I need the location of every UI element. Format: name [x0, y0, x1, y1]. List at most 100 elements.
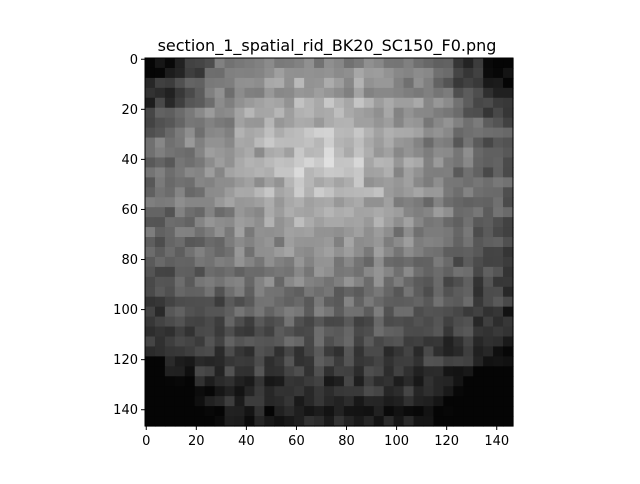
heatmap-cell — [413, 197, 425, 208]
heatmap-cell — [264, 326, 275, 338]
heatmap-cell — [234, 306, 246, 318]
heatmap-cell — [413, 326, 425, 338]
heatmap-cell — [284, 217, 295, 228]
heatmap-cell — [174, 197, 186, 208]
heatmap-cell — [443, 346, 454, 357]
heatmap-cell — [373, 107, 385, 119]
heatmap-cell — [214, 167, 226, 178]
heatmap-cell — [304, 246, 315, 258]
heatmap-cell — [184, 207, 196, 218]
heatmap-cell — [493, 276, 504, 288]
heatmap-cell — [383, 187, 395, 198]
heatmap-cell — [403, 246, 415, 258]
heatmap-cell — [343, 316, 355, 328]
heatmap-cell — [274, 117, 285, 129]
heatmap-cell — [204, 77, 216, 89]
heatmap-cell — [403, 207, 415, 218]
heatmap-cell — [333, 406, 345, 417]
heatmap-cell — [353, 117, 365, 129]
heatmap-cell — [174, 276, 186, 288]
heatmap-cell — [343, 306, 355, 318]
heatmap-cell — [473, 157, 484, 169]
heatmap-cell — [254, 237, 265, 248]
heatmap-cell — [493, 386, 504, 397]
heatmap-cell — [393, 137, 405, 149]
heatmap-cell — [264, 246, 275, 258]
heatmap-cell — [145, 97, 156, 109]
heatmap-cell — [294, 67, 305, 79]
heatmap-cell — [304, 256, 315, 268]
heatmap-cell — [224, 207, 236, 218]
heatmap-cell — [314, 157, 325, 169]
heatmap-cell — [443, 276, 454, 288]
heatmap-cell — [493, 167, 504, 178]
heatmap-cell — [174, 266, 186, 278]
heatmap-cell — [324, 177, 335, 188]
heatmap-cell — [224, 366, 236, 377]
heatmap-cell — [184, 286, 196, 298]
heatmap-cell — [164, 147, 176, 159]
heatmap-cell — [393, 97, 405, 109]
x-tick-label: 40 — [238, 434, 255, 449]
heatmap-cell — [503, 227, 514, 238]
heatmap-cell — [174, 58, 186, 69]
heatmap-cell — [483, 376, 494, 387]
heatmap-cell — [145, 157, 156, 169]
heatmap-cell — [373, 336, 385, 348]
heatmap-cell — [423, 167, 435, 178]
heatmap-cell — [413, 366, 425, 377]
heatmap-cell — [274, 256, 285, 268]
heatmap-cell — [393, 187, 405, 198]
heatmap-cell — [393, 326, 405, 338]
heatmap-cell — [503, 276, 514, 288]
heatmap-cell — [164, 286, 176, 298]
heatmap-cell — [234, 227, 246, 238]
heatmap-cell — [493, 117, 504, 129]
heatmap-cell — [383, 306, 395, 318]
heatmap-cell — [174, 177, 186, 188]
heatmap-cell — [304, 77, 315, 89]
heatmap-cell — [473, 296, 484, 308]
heatmap-cell — [304, 306, 315, 318]
heatmap-cell — [413, 316, 425, 328]
heatmap-cell — [403, 316, 415, 328]
heatmap-cell — [234, 87, 246, 99]
heatmap-cell — [433, 356, 444, 367]
heatmap-cell — [463, 207, 474, 218]
heatmap-cell — [503, 356, 514, 367]
heatmap-cell — [333, 127, 345, 139]
heatmap-cell — [503, 336, 514, 348]
heatmap-cell — [224, 137, 236, 149]
heatmap-cell — [343, 167, 355, 178]
heatmap-cell — [343, 197, 355, 208]
heatmap-cell — [314, 227, 325, 238]
heatmap-cell — [284, 376, 295, 387]
heatmap-cell — [493, 217, 504, 228]
heatmap-cell — [234, 246, 246, 258]
heatmap-cell — [333, 67, 345, 79]
heatmap-cell — [174, 137, 186, 149]
heatmap-cell — [353, 416, 365, 427]
heatmap-cell — [224, 67, 236, 79]
heatmap-cell — [353, 87, 365, 99]
heatmap-cell — [274, 416, 285, 427]
heatmap-cell — [483, 87, 494, 99]
heatmap-cell — [244, 187, 256, 198]
heatmap-cell — [423, 306, 435, 318]
heatmap-cell — [453, 237, 464, 248]
heatmap-cell — [343, 117, 355, 129]
heatmap-cell — [244, 97, 256, 109]
heatmap-cell — [294, 177, 305, 188]
heatmap-cell — [463, 286, 474, 298]
heatmap-cell — [324, 197, 335, 208]
heatmap-cell — [483, 147, 494, 159]
heatmap-cell — [224, 316, 236, 328]
heatmap-cell — [393, 197, 405, 208]
heatmap-cell — [274, 97, 285, 109]
heatmap-cell — [174, 87, 186, 99]
heatmap-cell — [244, 107, 256, 119]
heatmap-cell — [145, 396, 156, 407]
heatmap-cell — [214, 97, 226, 109]
heatmap-cell — [254, 346, 265, 357]
